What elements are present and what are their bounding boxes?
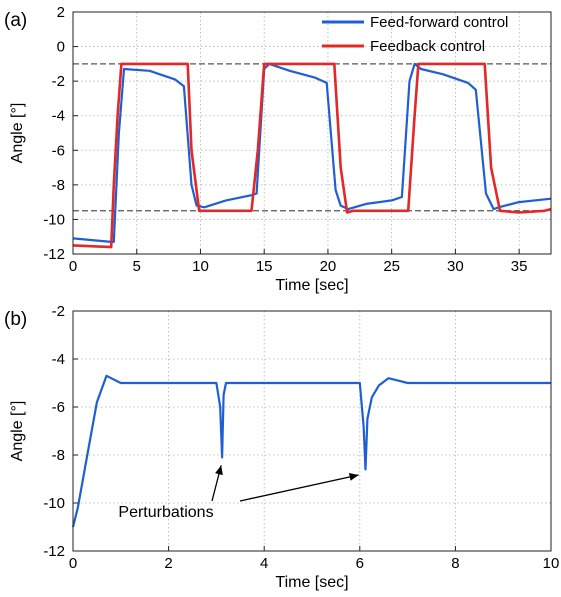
y-tick-label: 0	[57, 39, 65, 56]
y-axis-label: Angle [°]	[9, 401, 26, 462]
panel-label: (b)	[4, 309, 27, 330]
x-axis-label: Time [sec]	[275, 574, 348, 591]
annotation-text: Perturbations	[118, 504, 213, 521]
plot-area-frame	[72, 11, 552, 255]
x-tick-label: 8	[451, 555, 459, 572]
legend-entry: Feedback control	[370, 38, 485, 55]
x-tick-label: 35	[511, 258, 528, 275]
y-tick-label: -4	[52, 108, 65, 125]
legend-entry: Feed-forward control	[370, 14, 508, 31]
x-tick-label: 6	[356, 555, 364, 572]
y-tick-label: -10	[43, 495, 65, 512]
x-tick-label: 0	[69, 555, 77, 572]
x-tick-label: 10	[543, 555, 560, 572]
legend: Feed-forward control Feedback control	[322, 14, 508, 55]
panel-label: (a)	[4, 10, 27, 31]
y-tick-label: -12	[43, 246, 65, 263]
x-tick-label: 30	[447, 258, 464, 275]
y-tick-label: -6	[52, 142, 65, 159]
series-line-feedback-control	[72, 62, 552, 249]
series-line-feed-forward-control	[72, 62, 552, 243]
annotation-arrow-line	[239, 474, 359, 502]
x-tick-label: 4	[260, 555, 268, 572]
series-line-angle	[71, 374, 551, 528]
y-tick-label: -4	[52, 351, 65, 368]
y-tick-label: -2	[52, 73, 65, 90]
x-axis-label: Time [sec]	[275, 277, 348, 294]
y-axis-label: Angle [°]	[9, 103, 26, 164]
x-tick-label: 2	[164, 555, 172, 572]
plot-area-frame	[72, 310, 552, 552]
x-tick-label: 15	[256, 258, 273, 275]
chart-panel-2: 0 2 4 6 8 10 -2 -4 -6 -8 -10 -12 Time [sec] Angle [°]…	[4, 303, 559, 591]
x-tick-label: 25	[383, 258, 400, 275]
x-tick-label: 5	[133, 258, 141, 275]
y-tick-label: -6	[52, 399, 65, 416]
annotation-arrow-head	[348, 473, 359, 481]
x-tick-label: 10	[192, 258, 209, 275]
y-tick-label: -8	[52, 177, 65, 194]
x-tick-label: 20	[320, 258, 337, 275]
y-tick-label: 2	[57, 4, 65, 21]
y-tick-label: -12	[43, 543, 65, 560]
y-tick-label: -8	[52, 447, 65, 464]
x-tick-label: 0	[69, 258, 77, 275]
annotation-arrow-head	[215, 465, 223, 476]
y-tick-label: -10	[43, 211, 65, 228]
y-tick-label: -2	[52, 303, 65, 320]
